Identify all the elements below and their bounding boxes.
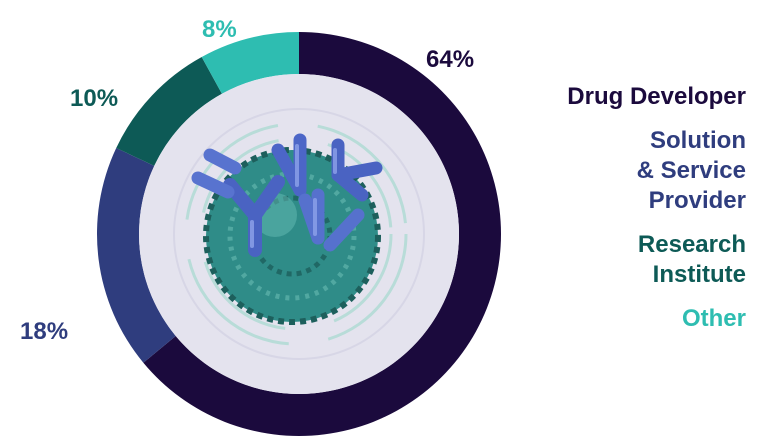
slice-drug-developer xyxy=(143,32,501,437)
data-label-research-institute: 10% xyxy=(70,85,119,112)
inner-ring xyxy=(173,108,425,360)
antibody-icon xyxy=(331,138,383,202)
legend-item-solution-service-provider: Solution & Service Provider xyxy=(636,127,746,214)
antibody-icon xyxy=(250,144,337,248)
ripple-ring xyxy=(184,122,408,346)
slice-research-institute xyxy=(116,56,222,166)
center-illustration xyxy=(139,74,459,394)
data-label-drug-developer: 64% xyxy=(426,46,475,73)
data-label-other: 8% xyxy=(202,16,237,43)
legend-item-drug-developer: Drug Developer xyxy=(567,83,746,110)
legend: Drug Developer Solution & Service Provid… xyxy=(446,82,746,348)
legend-item-research-institute: Research Institute xyxy=(637,231,746,288)
legend-item-other: Other xyxy=(681,305,746,332)
data-label-solution-service-provider: 18% xyxy=(20,318,69,345)
slice-solution-service-provider xyxy=(96,147,176,363)
ripple-ring xyxy=(199,137,393,331)
antibody-icon xyxy=(191,148,242,199)
slice-other xyxy=(201,31,299,94)
cell-texture xyxy=(203,147,381,325)
